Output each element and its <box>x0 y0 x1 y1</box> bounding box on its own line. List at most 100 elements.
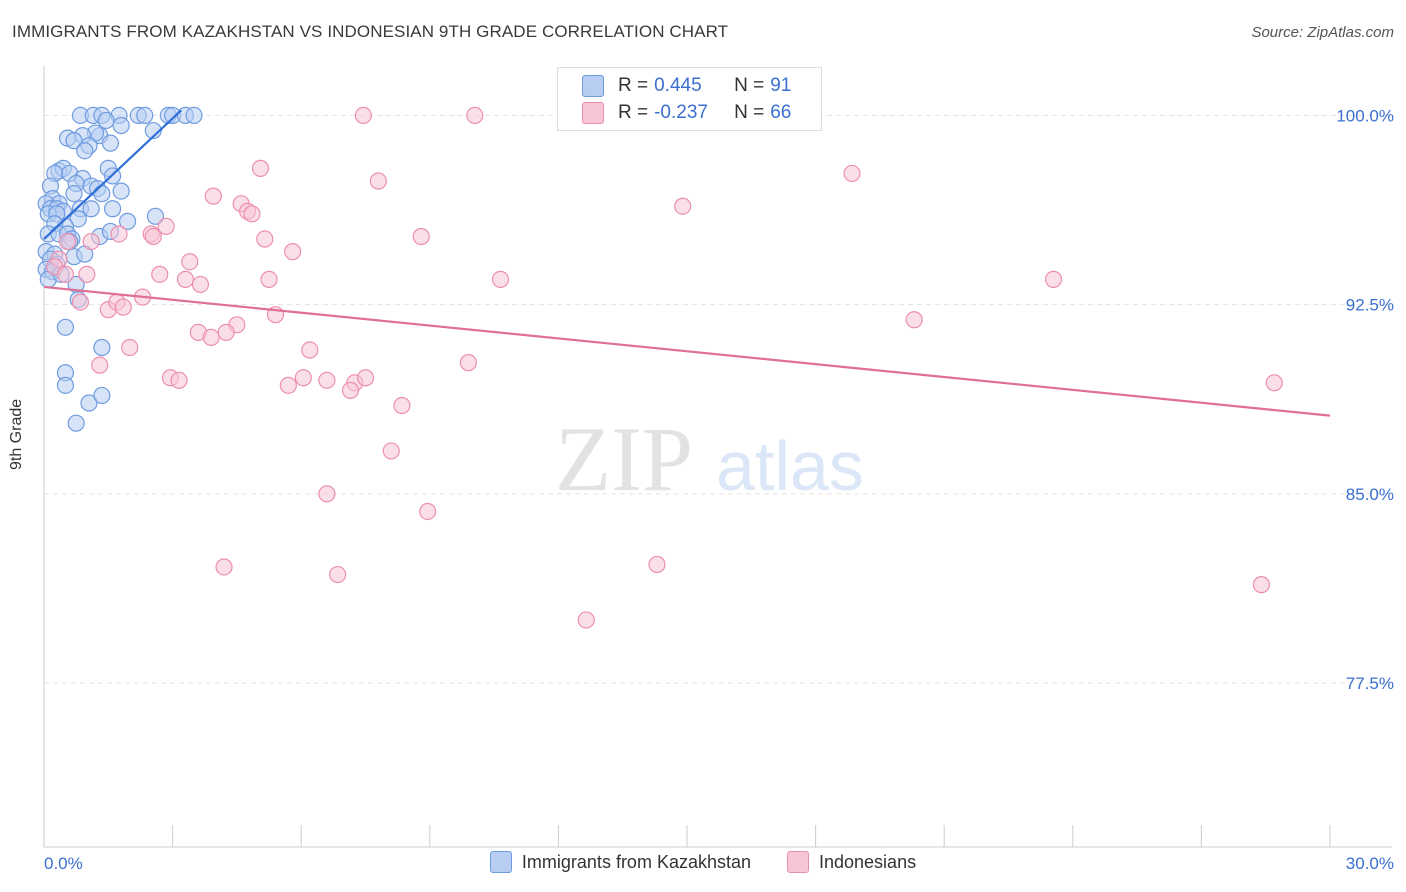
legend-label-indonesians: Indonesians <box>819 851 917 872</box>
y-tick-label-2: 85.0% <box>1346 485 1394 504</box>
stats-row-indonesians: R = -0.237 N = 66 <box>582 100 791 126</box>
point-series0-76 <box>67 414 85 432</box>
point-series0-50 <box>118 212 137 230</box>
point-series1-61 <box>1252 576 1271 594</box>
point-series1-25 <box>176 270 195 288</box>
point-series1-0 <box>354 106 372 125</box>
point-series1-41 <box>301 341 319 359</box>
point-series1-43 <box>91 356 109 374</box>
x-tick-labels: 0.0% 30.0% <box>44 854 1394 873</box>
source-label: Source: ZipAtlas.com <box>1251 24 1394 41</box>
point-series1-22 <box>56 265 75 283</box>
point-series0-17 <box>65 132 83 150</box>
y-tick-labels: 100.0% 92.5% 85.0% 77.5% <box>1336 106 1394 693</box>
n-label: N = <box>734 102 765 123</box>
trend-line-series1 <box>43 285 1331 417</box>
point-series0-5 <box>136 106 154 125</box>
r-label: R = <box>618 75 649 96</box>
point-series1-46 <box>170 371 188 389</box>
point-series1-16 <box>284 243 302 261</box>
point-series1-44 <box>459 354 477 372</box>
point-series1-24 <box>151 265 169 283</box>
point-series1-28 <box>491 270 510 288</box>
point-series0-75 <box>93 386 111 405</box>
point-series1-62 <box>577 611 595 629</box>
point-series1-49 <box>318 371 336 389</box>
point-series1-42 <box>905 311 923 329</box>
watermark-zip: ZIP <box>555 408 693 510</box>
point-series1-2 <box>251 159 270 177</box>
r-value: 0.445 <box>654 75 702 96</box>
point-series1-15 <box>412 227 430 246</box>
point-series1-19 <box>58 232 77 251</box>
stats-legend: R = 0.445 N = 91 R = -0.237 N = 66 <box>557 67 822 131</box>
point-series0-45 <box>103 200 122 218</box>
point-series0-71 <box>93 338 111 357</box>
point-series1-17 <box>181 253 199 271</box>
legend-item-indonesians[interactable]: Indonesians <box>787 851 916 873</box>
legend-item-kazakhstan[interactable]: Immigrants from Kazakhstan <box>489 851 751 873</box>
n-value: 66 <box>770 102 792 123</box>
y-tick-label-0: 100.0% <box>1336 106 1394 125</box>
point-series1-52 <box>341 381 360 399</box>
point-series1-8 <box>243 205 261 223</box>
point-series1-9 <box>674 197 692 215</box>
point-series1-23 <box>78 265 96 283</box>
point-series0-31 <box>93 185 111 203</box>
legend-swatch-kazakhstan <box>489 851 512 873</box>
point-series1-12 <box>144 227 162 246</box>
chart-title: IMMIGRANTS FROM KAZAKHSTAN VS INDONESIAN… <box>12 22 729 41</box>
watermark-atlas: atlas <box>716 427 864 505</box>
point-series1-55 <box>382 442 400 460</box>
x-tick-label-max: 30.0% <box>1346 854 1394 873</box>
trend-line-series0 <box>43 109 182 240</box>
x-tick-label-min: 0.0% <box>44 854 83 873</box>
point-series1-26 <box>191 275 210 294</box>
point-series0-10 <box>97 111 115 130</box>
point-series0-74 <box>80 394 98 412</box>
point-series1-1 <box>466 106 484 125</box>
point-series0-20 <box>76 142 94 160</box>
point-series1-33 <box>114 298 132 316</box>
watermark: ZIP atlas <box>555 408 864 510</box>
point-series1-10 <box>157 217 175 236</box>
indonesians-swatch <box>582 102 604 124</box>
point-series1-5 <box>204 187 222 205</box>
point-series0-47 <box>69 210 87 228</box>
series-legend: Immigrants from Kazakhstan Indonesians <box>0 851 1406 873</box>
point-series1-38 <box>202 328 220 347</box>
point-series1-51 <box>356 369 375 387</box>
y-tick-label-1: 92.5% <box>1346 296 1394 315</box>
point-series1-56 <box>318 485 336 503</box>
point-series0-44 <box>82 200 100 218</box>
y-tick-label-3: 77.5% <box>1346 674 1394 693</box>
point-series1-58 <box>215 558 233 576</box>
point-series1-39 <box>217 323 235 341</box>
point-series0-46 <box>146 207 165 225</box>
r-value: -0.237 <box>654 102 708 123</box>
point-series1-57 <box>419 502 437 521</box>
n-label: N = <box>734 75 765 96</box>
legend-label-kazakhstan: Immigrants from Kazakhstan <box>521 851 751 872</box>
stats-row-kazakhstan: R = 0.445 N = 91 <box>582 73 791 99</box>
kazakhstan-swatch <box>582 75 604 97</box>
trend-lines <box>43 109 1331 417</box>
point-series0-9 <box>185 106 203 125</box>
point-series1-48 <box>294 369 312 387</box>
point-series1-40 <box>121 338 139 357</box>
point-series0-32 <box>65 185 83 203</box>
point-series1-47 <box>279 376 297 394</box>
point-series1-60 <box>648 555 666 574</box>
point-series0-12 <box>144 121 162 140</box>
data-points <box>37 106 1283 629</box>
point-series1-4 <box>843 164 861 183</box>
point-series1-54 <box>393 396 411 415</box>
point-series0-70 <box>56 318 75 336</box>
point-series0-18 <box>101 134 120 152</box>
point-series1-34 <box>71 293 90 311</box>
r-label: R = <box>618 102 649 123</box>
n-value: 91 <box>770 75 792 96</box>
point-series0-73 <box>56 376 75 394</box>
point-series1-14 <box>256 230 274 248</box>
